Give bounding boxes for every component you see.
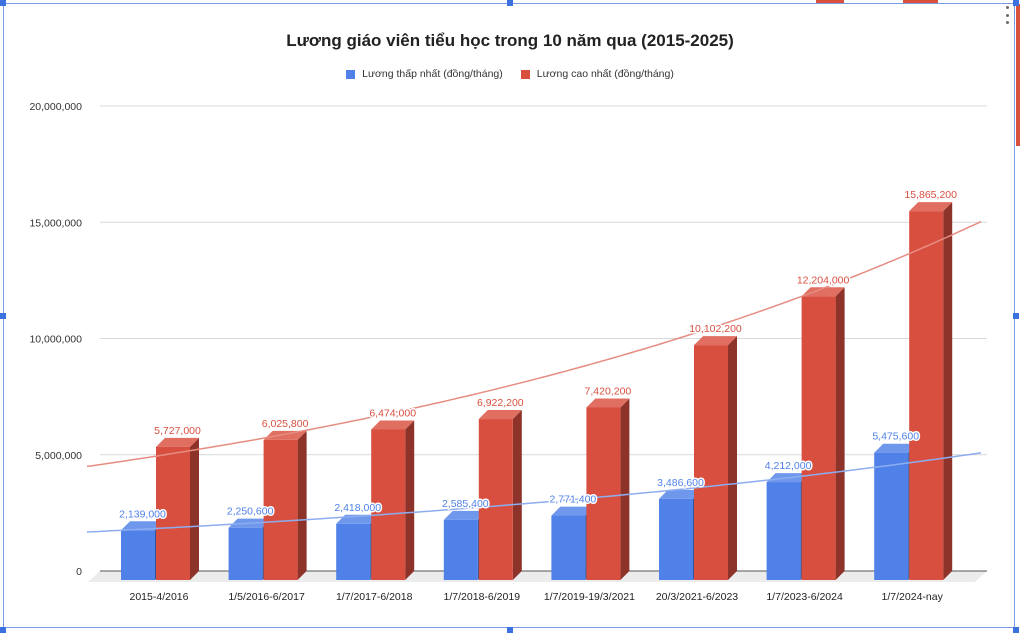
trendline-max: [86, 220, 982, 468]
data-label-max: 6,922,200: [477, 397, 524, 409]
x-tick-label: 1/5/2016-6/2017: [228, 591, 305, 603]
bar-max-5[interactable]: [694, 336, 737, 580]
data-label-min: 2,585,400: [442, 498, 489, 510]
y-tick-label: 15,000,000: [29, 217, 82, 229]
legend-label-max: Lương cao nhất (đồng/tháng): [536, 68, 674, 80]
data-label-min: 2,139,000: [119, 508, 166, 520]
kebab-menu-icon[interactable]: [1003, 6, 1011, 24]
chart-legend: Lương thấp nhất (đồng/tháng) Lương cao n…: [0, 68, 1020, 80]
resize-handle-top-right[interactable]: [1013, 0, 1019, 6]
data-label-min: 3,486,600: [657, 477, 704, 489]
bar-max-1[interactable]: [263, 430, 307, 580]
background-sheet-fragment: [903, 0, 938, 3]
bar-max-3[interactable]: [478, 410, 522, 580]
background-sheet-fragment: [1016, 4, 1020, 146]
resize-handle-bottom-left[interactable]: [0, 627, 6, 633]
resize-handle-bottom-right[interactable]: [1013, 627, 1019, 633]
data-label-max: 5,727,000: [154, 425, 201, 437]
background-sheet-fragment: [816, 0, 844, 3]
chart-title: Lương giáo viên tiểu học trong 10 năm qu…: [286, 31, 734, 50]
x-tick-label: 1/7/2023-6/2024: [766, 591, 843, 603]
resize-handle-bottom[interactable]: [507, 627, 513, 633]
x-tick-label: 1/7/2018-6/2019: [444, 591, 521, 603]
resize-handle-top-left[interactable]: [0, 0, 6, 6]
data-label-min: 2,250,600: [227, 506, 274, 518]
bar-max-6[interactable]: [801, 287, 845, 580]
bar-max-4[interactable]: [586, 398, 630, 580]
data-label-max: 7,420,200: [585, 385, 632, 397]
y-tick-label: 20,000,000: [29, 101, 82, 113]
data-label-min: 2,418,000: [334, 502, 381, 514]
legend-item-min[interactable]: Lương thấp nhất (đồng/tháng): [346, 68, 503, 80]
data-label-max: 15,865,200: [904, 189, 957, 201]
bar-max-2[interactable]: [371, 420, 415, 580]
x-tick-label: 1/7/2019-19/3/2021: [544, 591, 635, 603]
data-label-min: 5,475,600: [872, 431, 919, 443]
data-label-max: 6,025,800: [262, 418, 309, 430]
legend-item-max[interactable]: Lương cao nhất (đồng/tháng): [520, 68, 674, 80]
data-label-min: 4,212,000: [765, 460, 812, 472]
data-label-max: 10,102,200: [689, 323, 742, 335]
data-label-min: 2,771,400: [550, 494, 597, 506]
trendline-min: [86, 452, 982, 533]
resize-handle-right[interactable]: [1013, 313, 1019, 319]
x-tick-label: 1/7/2024-nay: [882, 591, 944, 603]
bar-min-5[interactable]: [659, 489, 702, 580]
bar-max-0[interactable]: [156, 437, 199, 580]
legend-swatch-max: [520, 69, 530, 79]
y-tick-label: 5,000,000: [35, 450, 82, 462]
data-label-max: 12,204,000: [797, 274, 850, 286]
legend-swatch-min: [346, 69, 356, 79]
bar-max-7[interactable]: [909, 202, 953, 580]
y-tick-label: 0: [76, 566, 82, 578]
data-label-max: 6,474,000: [369, 407, 416, 419]
x-tick-label: 20/3/2021-6/2023: [656, 591, 738, 603]
y-tick-label: 10,000,000: [29, 334, 82, 346]
x-tick-label: 2015-4/2016: [130, 591, 189, 603]
resize-handle-left[interactable]: [0, 313, 6, 319]
resize-handle-top[interactable]: [507, 0, 513, 6]
chart-floor: [88, 571, 987, 582]
x-tick-label: 1/7/2017-6/2018: [336, 591, 413, 603]
bar-min-2[interactable]: [336, 514, 380, 580]
legend-label-min: Lương thấp nhất (đồng/tháng): [362, 68, 503, 80]
